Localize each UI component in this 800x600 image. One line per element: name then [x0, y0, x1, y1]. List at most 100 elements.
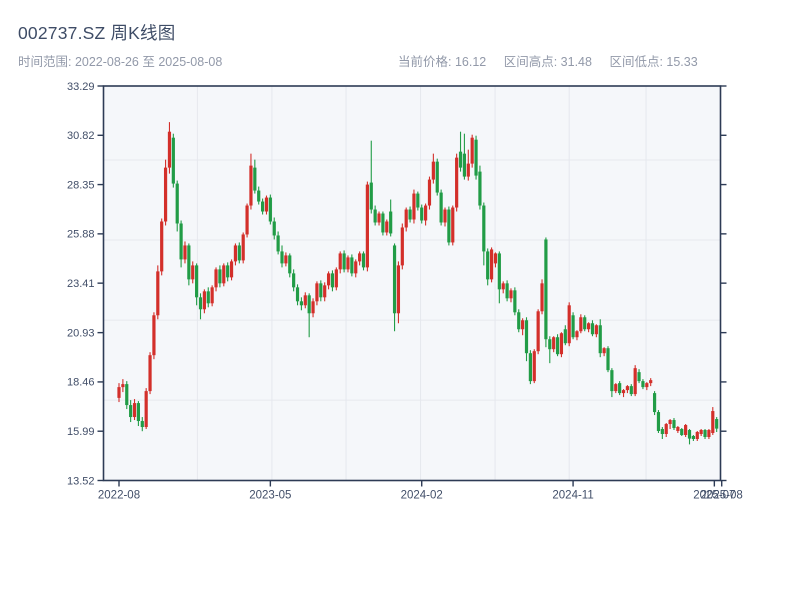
candle-body	[699, 430, 703, 435]
y-tick-label: 25.88	[67, 229, 95, 241]
candle-body	[152, 315, 156, 356]
candle-body	[641, 381, 645, 388]
x-tick-label: 2025-07	[693, 490, 735, 502]
candle	[660, 427, 664, 439]
candle-body	[229, 261, 234, 278]
candle	[346, 255, 350, 273]
candle	[656, 410, 661, 434]
candle	[206, 287, 210, 308]
candle	[528, 350, 532, 385]
candle-body	[703, 430, 707, 437]
candle-body	[637, 372, 641, 382]
candle-body	[598, 325, 602, 354]
candle	[354, 259, 358, 278]
candle-body	[691, 436, 695, 439]
range-high-stat: 区间高点: 31.48	[503, 55, 592, 69]
y-tick-label: 18.46	[67, 377, 95, 389]
candle	[579, 314, 583, 334]
candle-body	[342, 253, 346, 270]
candle-body	[606, 348, 610, 371]
candle-body	[431, 161, 435, 180]
candle	[129, 400, 133, 423]
candle-body	[668, 420, 672, 425]
candle	[136, 401, 141, 427]
candle	[132, 399, 137, 421]
candle	[307, 293, 311, 338]
candle-body	[575, 331, 579, 338]
candle-body	[323, 285, 327, 298]
candle	[458, 131, 463, 172]
candle	[326, 271, 331, 290]
candle	[482, 202, 486, 266]
candle	[389, 199, 393, 237]
candle	[455, 153, 459, 212]
candle	[532, 349, 536, 384]
candle	[284, 252, 288, 267]
candle	[241, 232, 245, 264]
candle	[715, 417, 719, 433]
candle	[559, 332, 564, 358]
candle	[478, 165, 482, 210]
candle-body	[167, 131, 172, 168]
candle	[540, 279, 544, 315]
candle-body	[493, 253, 498, 264]
candle	[517, 309, 521, 333]
candle-body	[249, 165, 253, 206]
candle	[319, 280, 323, 302]
candle-body	[206, 291, 210, 304]
candle	[210, 285, 214, 307]
candle	[687, 429, 692, 445]
candle-body	[222, 265, 226, 284]
candle	[621, 389, 626, 398]
candle-body	[404, 209, 408, 228]
gridlines	[103, 86, 721, 481]
candle-body	[268, 197, 272, 222]
candle	[175, 180, 179, 232]
candle	[140, 417, 144, 432]
candle-body	[447, 209, 451, 243]
candle-body	[610, 370, 614, 392]
candle-body	[272, 221, 276, 236]
candle	[505, 280, 509, 302]
candle	[342, 250, 346, 273]
candle	[171, 133, 175, 188]
x-tick-label: 2024-02	[401, 490, 443, 502]
candle	[435, 158, 439, 196]
candle	[676, 426, 680, 434]
candle	[365, 181, 369, 272]
candle-body	[412, 193, 416, 220]
candle-body	[381, 213, 385, 233]
candle	[249, 153, 253, 210]
candle	[652, 391, 657, 416]
candle-body	[451, 207, 455, 243]
candle	[610, 368, 614, 398]
candle-body	[695, 432, 699, 439]
candle	[431, 153, 435, 184]
candle	[350, 254, 354, 277]
candle	[358, 251, 362, 266]
candle	[400, 223, 404, 270]
candle	[288, 253, 292, 278]
candle	[703, 429, 707, 439]
candle-body	[540, 283, 544, 312]
candle-body	[365, 184, 369, 268]
candle	[187, 243, 191, 286]
candle-body	[160, 221, 164, 272]
candle-body	[583, 317, 587, 330]
candle-body	[187, 245, 191, 280]
candle	[416, 191, 420, 211]
candle-body	[307, 295, 311, 314]
candle-body	[501, 283, 505, 290]
candle	[268, 194, 272, 225]
candle	[408, 206, 412, 223]
candle-body	[458, 151, 463, 168]
candle	[117, 383, 121, 403]
y-axis: 33.29 30.82 28.35 25.88 23.41 20.93 18.46 15.99…	[67, 81, 727, 487]
candle-body	[288, 255, 292, 274]
candle	[641, 379, 645, 390]
candle	[501, 281, 505, 294]
candle-body	[117, 387, 121, 398]
candle-body	[369, 182, 373, 210]
candle	[571, 312, 575, 340]
candle	[672, 418, 676, 431]
